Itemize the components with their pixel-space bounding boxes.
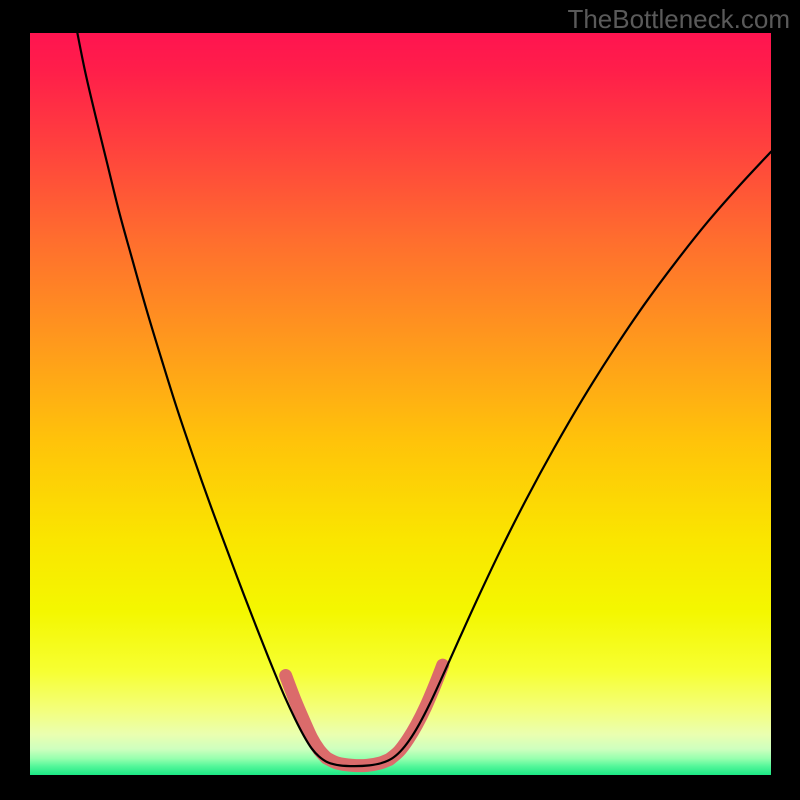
chart-svg	[0, 0, 800, 800]
chart-stage: TheBottleneck.com	[0, 0, 800, 800]
watermark-text: TheBottleneck.com	[567, 4, 790, 35]
gradient-background	[30, 33, 771, 775]
